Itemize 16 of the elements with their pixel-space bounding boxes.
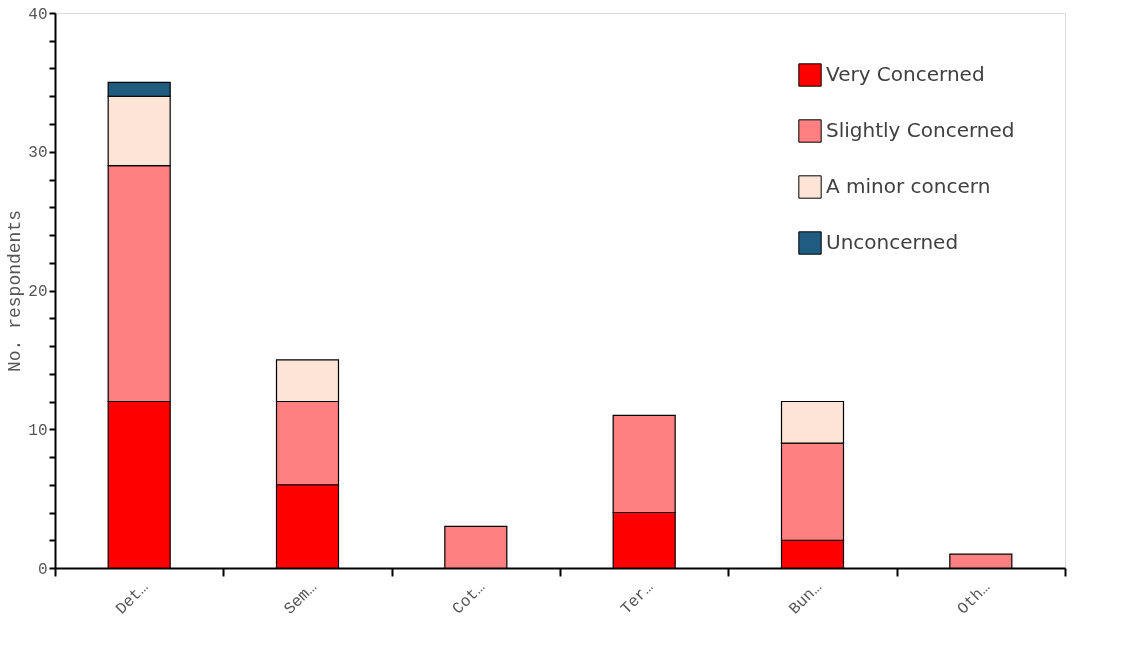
x-tick-label: Sem… [280,578,321,619]
legend-label: Slightly Concerned [826,118,1015,142]
y-axis-title: No. respondents [5,209,26,373]
legend-label: Unconcerned [826,230,959,254]
legend-label: A minor concern [826,174,991,198]
y-tick-label: 20 [28,283,48,301]
x-tick-label: Bun… [785,578,826,619]
x-tick-label: Det… [112,578,153,619]
legend-label: Very Concerned [826,62,985,86]
y-tick-label: 40 [28,5,48,24]
x-tick-label: Cot… [449,578,490,619]
y-tick-label: 30 [28,144,48,163]
x-tick-label: Oth… [954,578,995,619]
y-tick-label: 10 [28,421,48,440]
y-tick-label: 0 [37,560,48,579]
x-tick-label: Ter… [617,578,658,619]
